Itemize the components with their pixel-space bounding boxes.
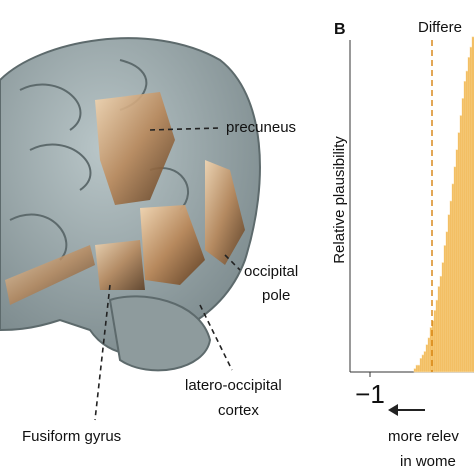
x-tick-label: −1 <box>355 379 385 409</box>
arrow-text: in wome <box>400 453 456 470</box>
arrow-head <box>388 404 398 416</box>
panel-label: B <box>334 21 346 38</box>
label: Fusiform gyrus <box>22 428 121 445</box>
label: cortex <box>218 402 259 419</box>
label: pole <box>262 287 290 304</box>
y-axis-label: Relative plausibility <box>331 136 348 264</box>
arrow-text: more relev <box>388 428 459 445</box>
bar <box>471 36 474 373</box>
brain-illustration <box>0 37 261 421</box>
label: occipital <box>244 263 298 280</box>
chart-title: Differe <box>418 19 462 36</box>
label: precuneus <box>226 119 296 136</box>
label: latero-occipital <box>185 377 282 394</box>
